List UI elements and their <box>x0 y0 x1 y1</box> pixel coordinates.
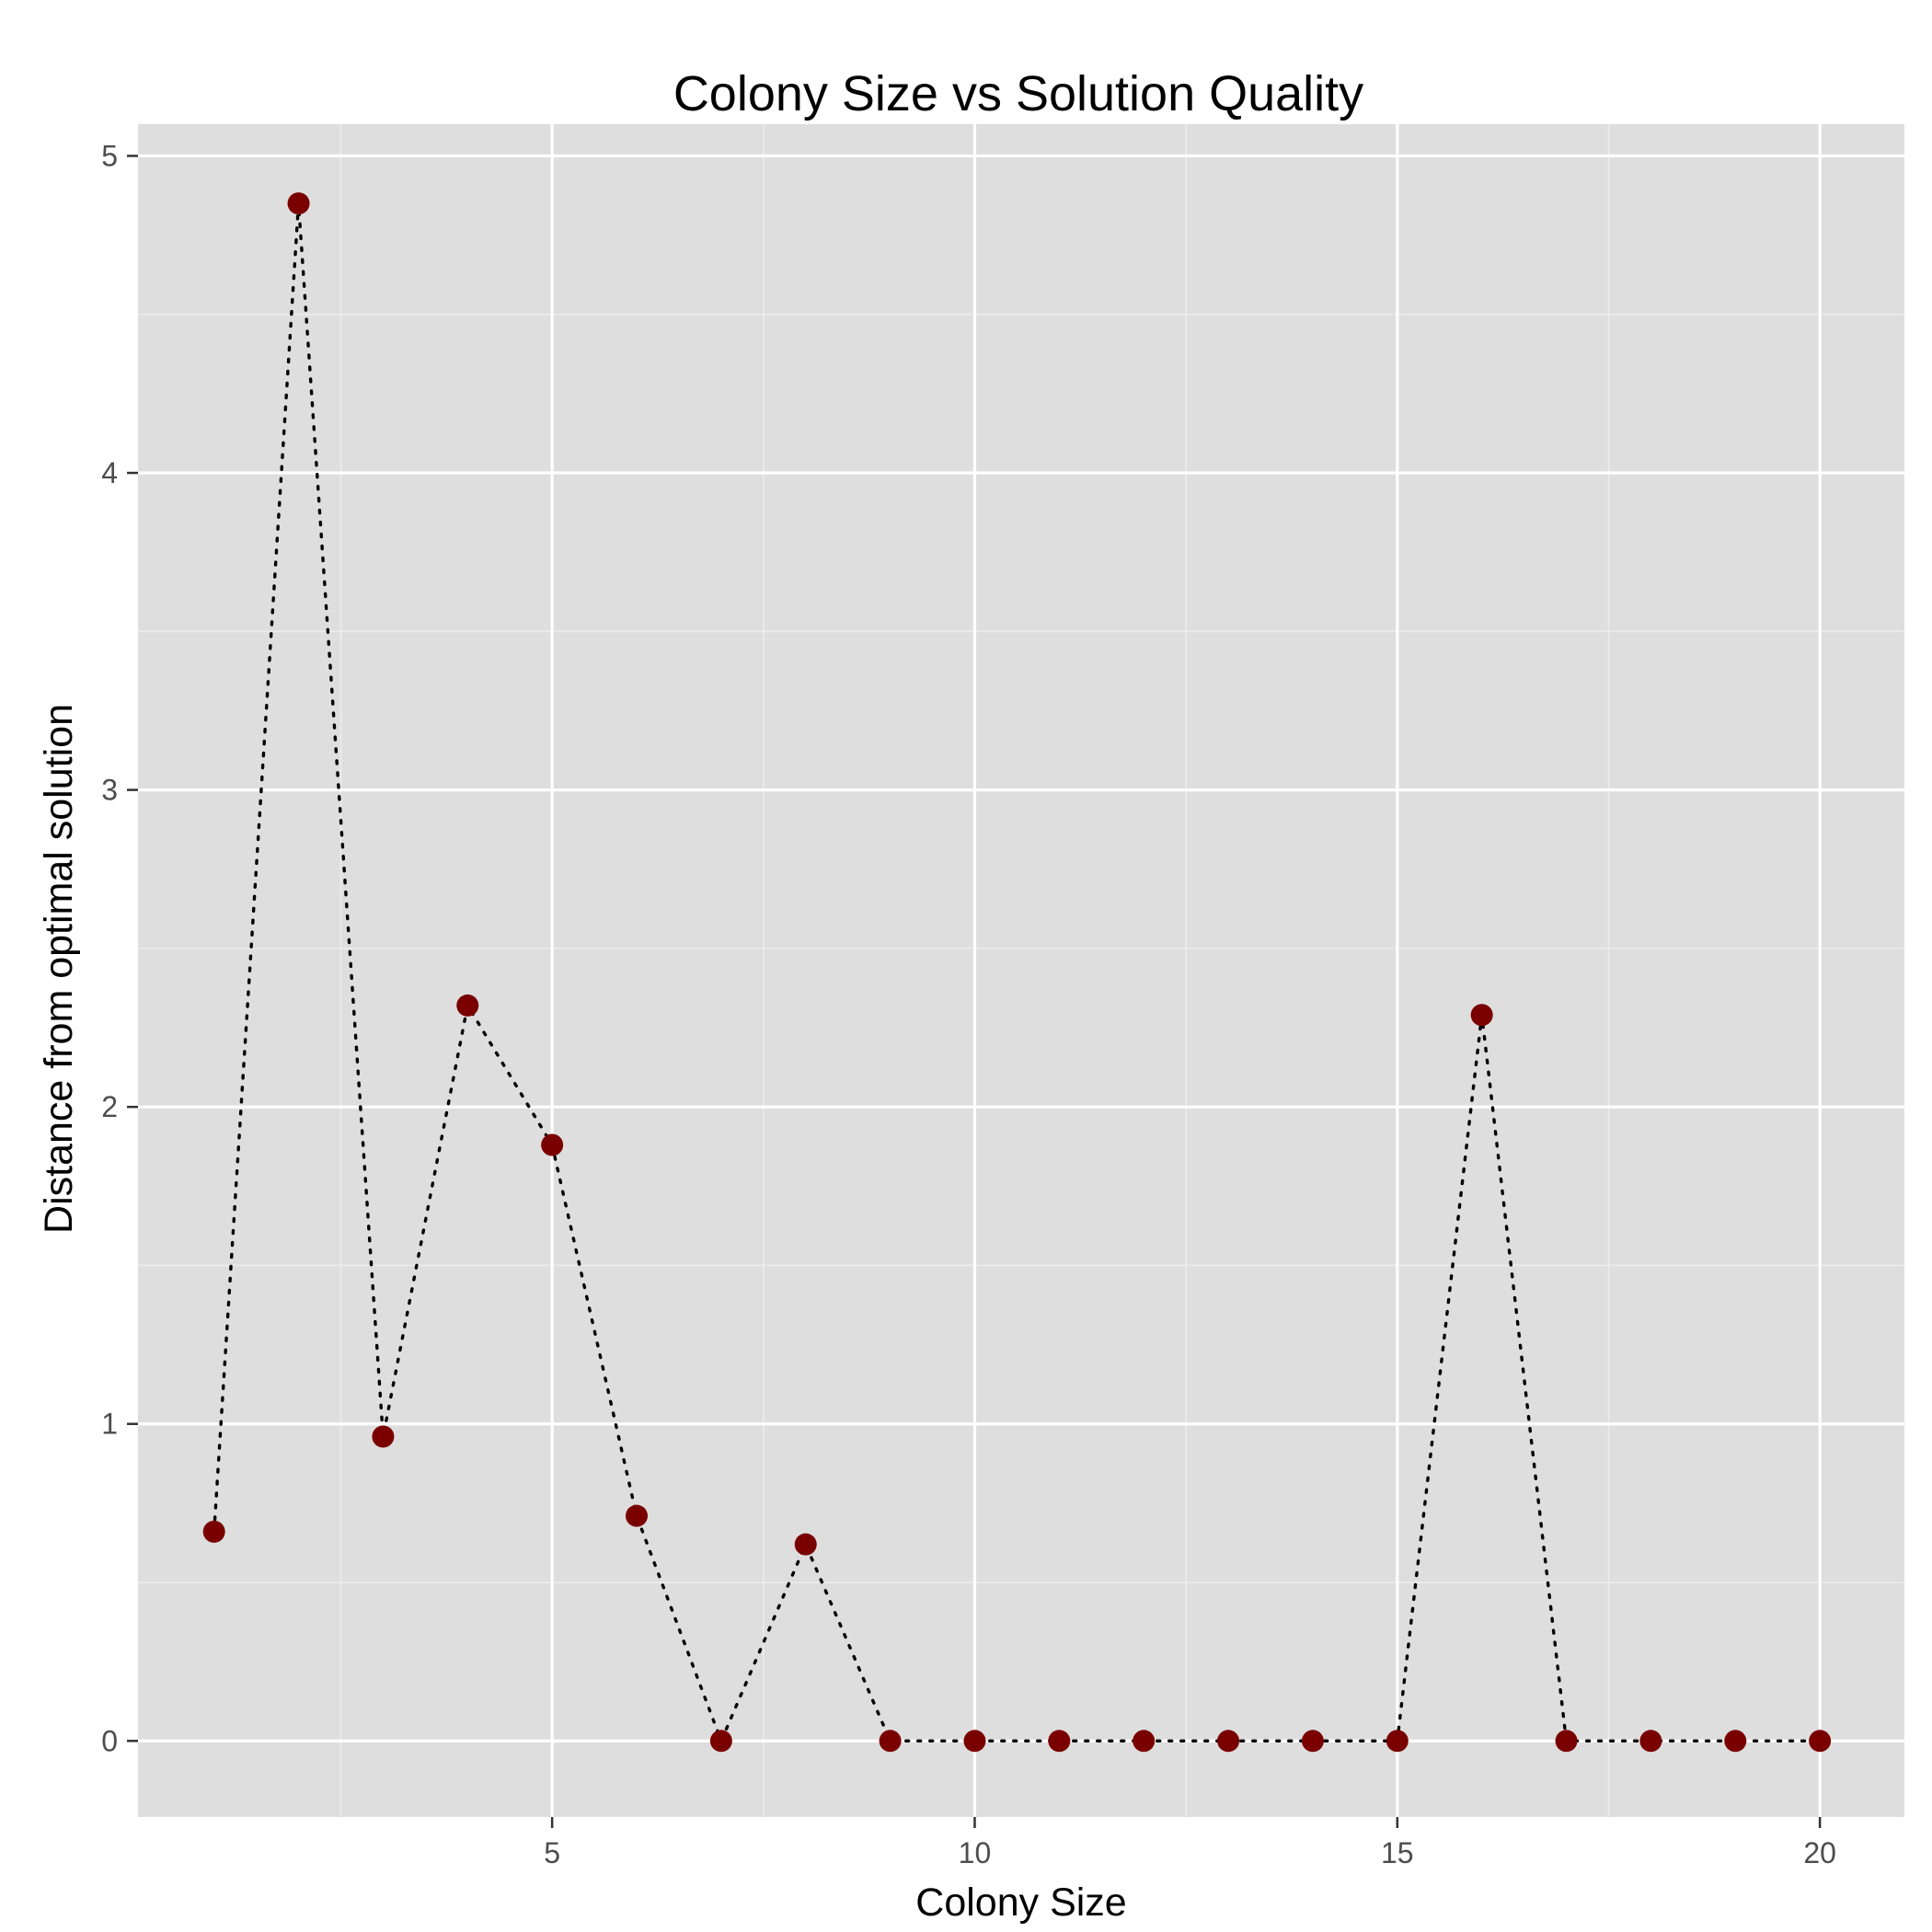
y-tick-label: 5 <box>101 139 118 172</box>
data-point <box>1470 1004 1493 1027</box>
x-axis-ticks: 5 10 15 20 <box>544 1817 1836 1869</box>
minor-gridlines <box>138 124 1904 1817</box>
x-tick-label: 15 <box>1381 1836 1414 1869</box>
y-tick-label: 2 <box>101 1090 118 1123</box>
x-tick-label: 10 <box>959 1836 992 1869</box>
plot-panel <box>138 124 1904 1817</box>
data-point <box>287 192 310 215</box>
data-point <box>879 1730 902 1753</box>
data-point <box>709 1730 732 1753</box>
y-axis-title: Distance from optimal solution <box>37 704 81 1234</box>
data-point <box>456 994 479 1017</box>
data-point <box>1555 1730 1578 1753</box>
y-tick-label: 3 <box>101 774 118 807</box>
data-points <box>202 192 1832 1753</box>
data-point <box>1301 1730 1324 1753</box>
data-point <box>372 1425 395 1448</box>
y-tick-label: 4 <box>101 456 118 489</box>
series-line-group <box>212 202 1822 1745</box>
x-tick-label: 20 <box>1803 1836 1836 1869</box>
y-tick-label: 0 <box>101 1724 118 1757</box>
data-point <box>202 1520 225 1543</box>
x-tick-label: 5 <box>544 1836 560 1869</box>
data-point <box>1048 1730 1071 1753</box>
data-point <box>1639 1730 1662 1753</box>
series-line <box>212 202 1822 1745</box>
data-point <box>1809 1730 1832 1753</box>
data-point <box>794 1533 817 1556</box>
y-tick-label: 1 <box>101 1408 118 1441</box>
data-point <box>1386 1730 1409 1753</box>
data-point <box>1133 1730 1156 1753</box>
y-axis-ticks: 0 1 2 3 4 5 <box>101 139 138 1757</box>
data-point <box>541 1133 564 1156</box>
data-point <box>1724 1730 1747 1753</box>
data-point <box>963 1730 986 1753</box>
data-point <box>626 1504 649 1527</box>
x-axis-title: Colony Size <box>915 1880 1126 1925</box>
chart-title: Colony Size vs Solution Quality <box>673 66 1363 121</box>
data-point <box>1217 1730 1240 1753</box>
